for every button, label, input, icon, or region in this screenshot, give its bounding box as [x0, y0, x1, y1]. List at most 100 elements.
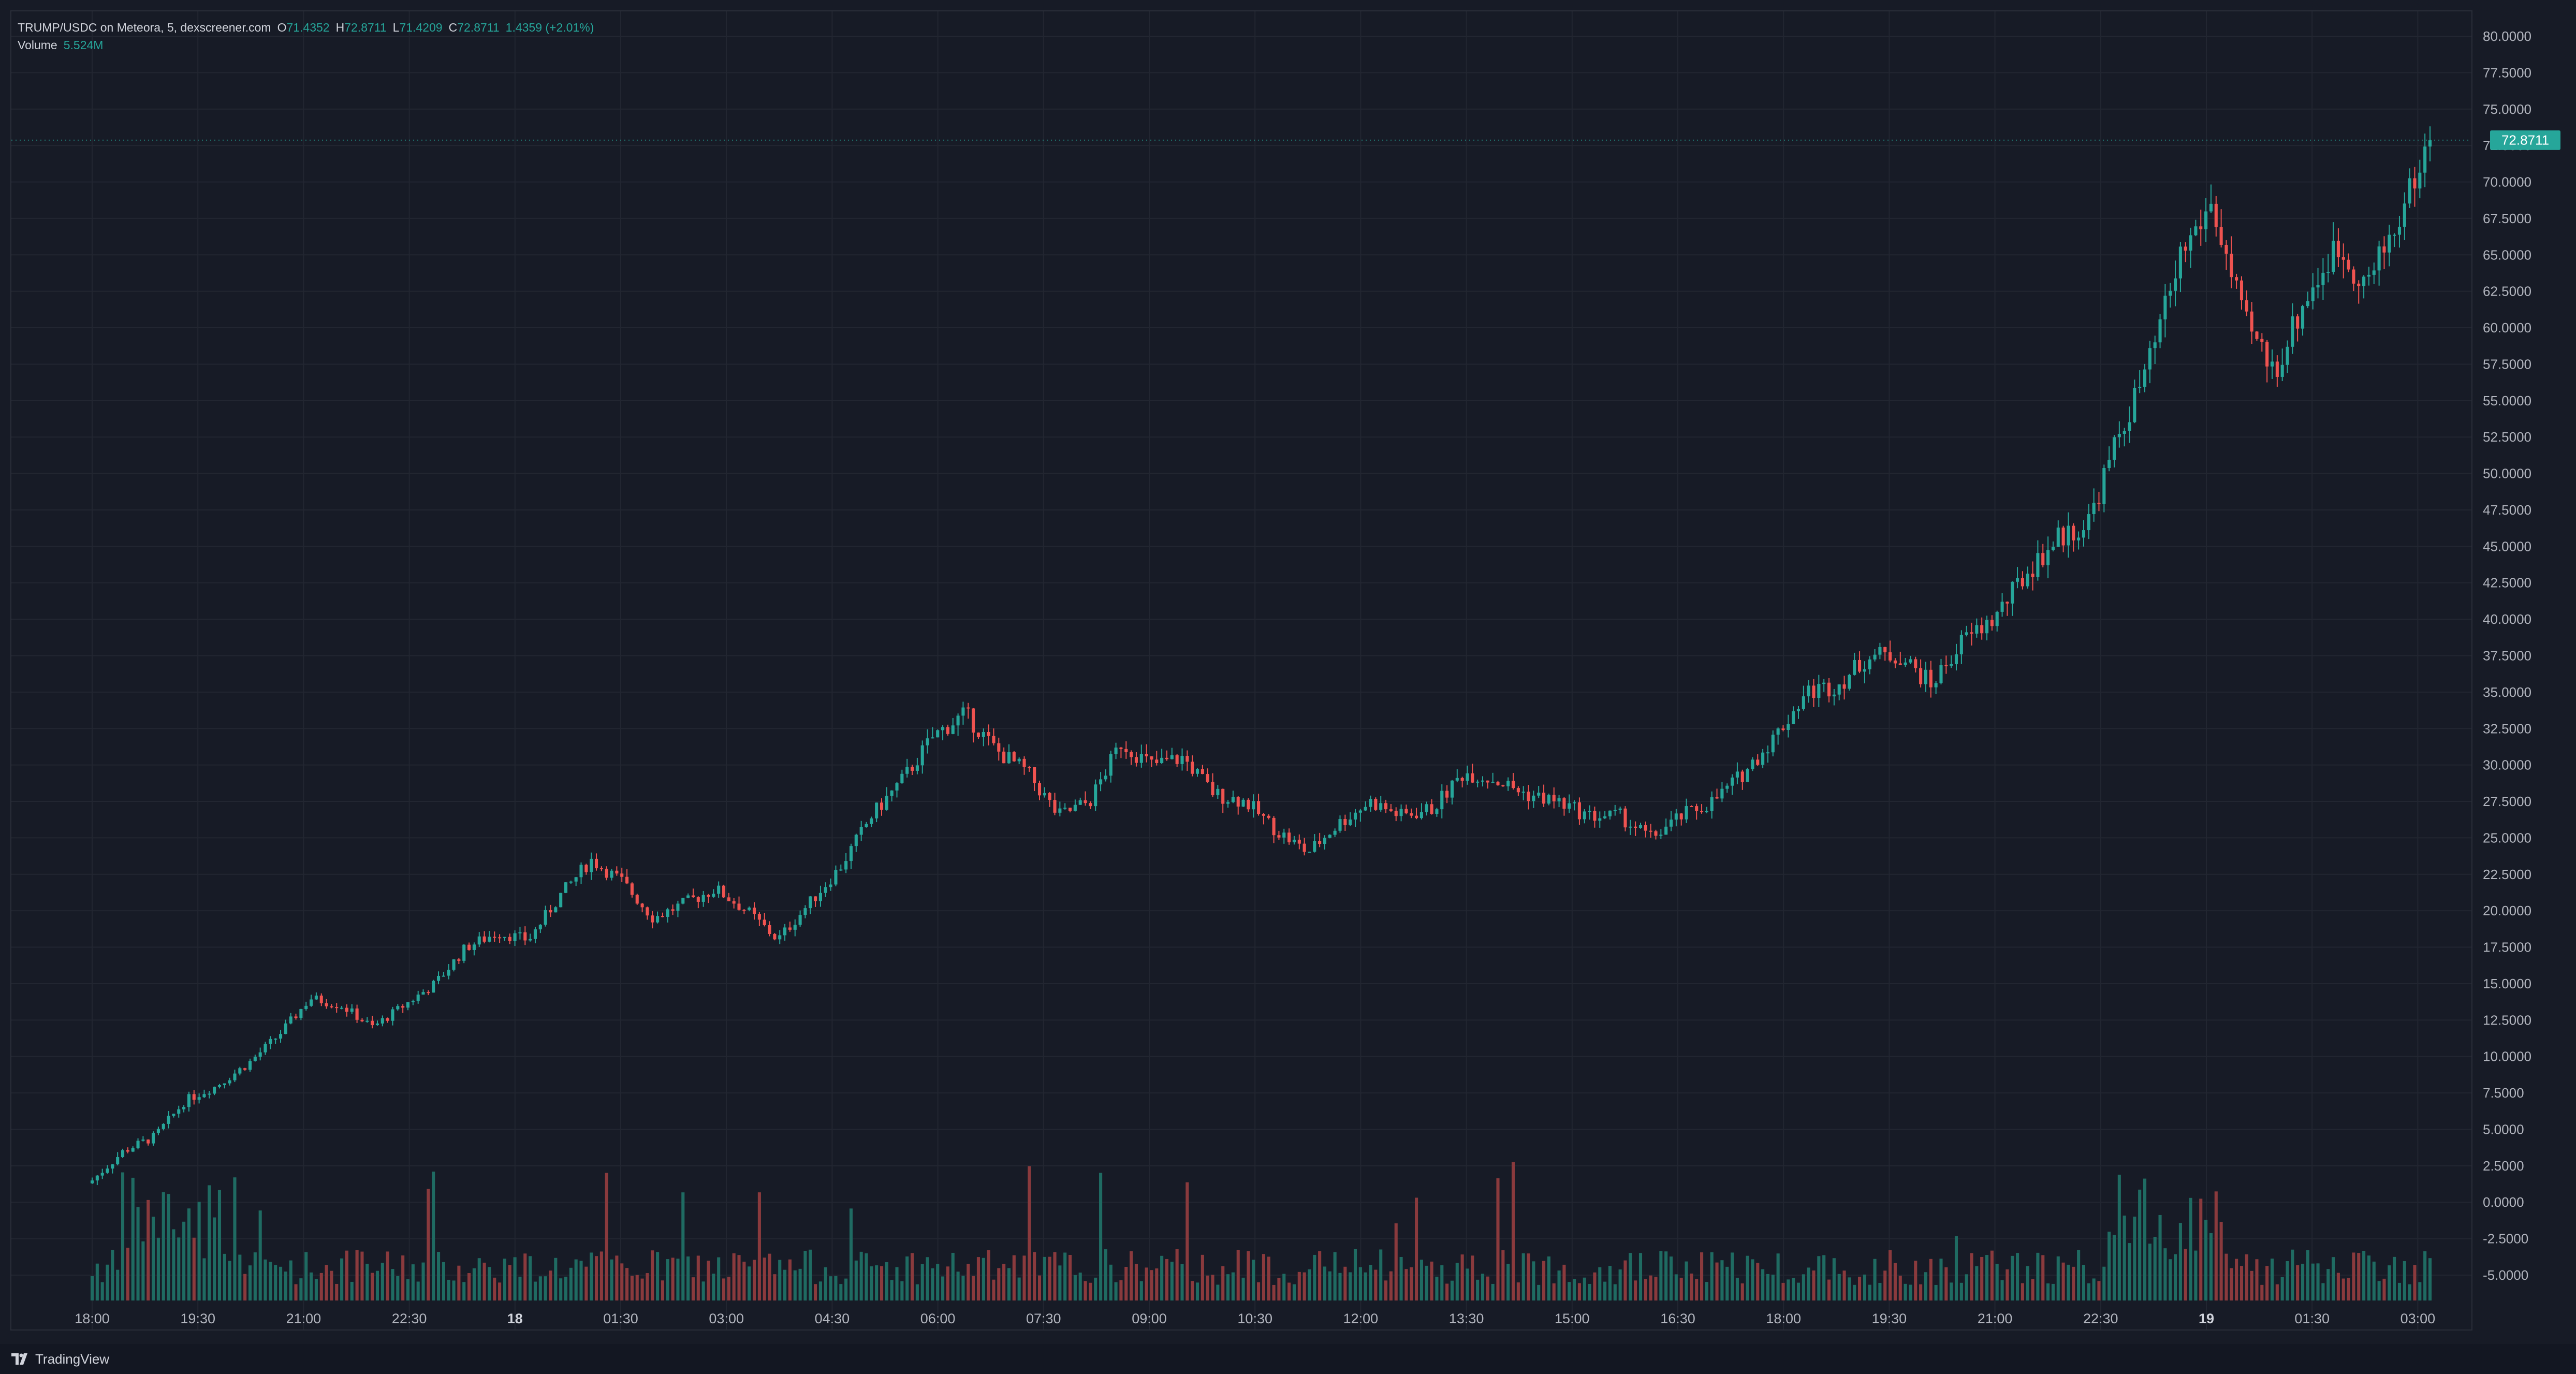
candle-body[interactable] — [671, 909, 675, 911]
candle-body[interactable] — [1674, 813, 1678, 820]
candle-body[interactable] — [2021, 578, 2024, 587]
candle-body[interactable] — [900, 773, 904, 783]
candle-body[interactable] — [1460, 778, 1464, 781]
candle-body[interactable] — [1084, 800, 1087, 803]
candle-body[interactable] — [1954, 654, 1958, 665]
candle-body[interactable] — [1384, 803, 1388, 810]
candle-body[interactable] — [1914, 659, 1918, 668]
candle-body[interactable] — [1649, 830, 1652, 832]
candle-body[interactable] — [2163, 296, 2167, 319]
candle-body[interactable] — [742, 910, 746, 911]
candle-body[interactable] — [1160, 757, 1164, 763]
candle-body[interactable] — [1690, 806, 1693, 808]
candle-body[interactable] — [1909, 659, 1912, 663]
candle-body[interactable] — [2016, 578, 2019, 582]
candle-body[interactable] — [1588, 811, 1591, 812]
candle-body[interactable] — [1277, 835, 1281, 838]
candle-body[interactable] — [2199, 226, 2203, 229]
candle-body[interactable] — [1618, 808, 1622, 810]
candle-body[interactable] — [1985, 620, 1989, 634]
candle-body[interactable] — [1878, 647, 1882, 655]
candle-body[interactable] — [1995, 611, 1999, 626]
candle-body[interactable] — [1302, 843, 1306, 852]
candle-body[interactable] — [2352, 269, 2355, 284]
volume-label[interactable]: Volume — [18, 38, 57, 52]
candle-body[interactable] — [2382, 246, 2386, 253]
candle-body[interactable] — [253, 1057, 257, 1061]
candle-body[interactable] — [2332, 240, 2335, 272]
candle-body[interactable] — [1705, 811, 1708, 812]
candle-body[interactable] — [1435, 809, 1439, 814]
candle-body[interactable] — [748, 908, 751, 910]
candle-body[interactable] — [1573, 802, 1576, 803]
candle-body[interactable] — [264, 1044, 267, 1053]
candle-body[interactable] — [1568, 803, 1571, 809]
candle-body[interactable] — [1638, 825, 1643, 828]
candle-body[interactable] — [116, 1157, 120, 1165]
candle-body[interactable] — [2077, 537, 2081, 540]
candle-body[interactable] — [1257, 801, 1261, 814]
candle-body[interactable] — [2372, 270, 2376, 275]
candle-body[interactable] — [1323, 838, 1327, 844]
candle-body[interactable] — [2112, 437, 2116, 460]
candle-body[interactable] — [1980, 625, 1984, 634]
candle-body[interactable] — [2153, 342, 2157, 348]
candle-body[interactable] — [2128, 422, 2131, 431]
candle-body[interactable] — [1740, 771, 1744, 782]
candle-body[interactable] — [701, 895, 705, 902]
candle-body[interactable] — [1150, 756, 1153, 760]
candle-body[interactable] — [1827, 682, 1831, 697]
candle-body[interactable] — [1919, 668, 1923, 684]
candle-body[interactable] — [936, 730, 940, 738]
candle-body[interactable] — [1369, 799, 1372, 807]
candle-body[interactable] — [1970, 632, 1973, 634]
candle-body[interactable] — [2393, 235, 2396, 236]
candle-body[interactable] — [1577, 802, 1581, 820]
candle-body[interactable] — [1130, 752, 1133, 757]
candle-body[interactable] — [477, 936, 481, 945]
candle-body[interactable] — [2418, 172, 2422, 189]
candle-body[interactable] — [1634, 826, 1637, 828]
candle-body[interactable] — [1282, 832, 1286, 838]
candle-body[interactable] — [646, 907, 649, 916]
candle-body[interactable] — [590, 858, 593, 872]
candle-body[interactable] — [1557, 798, 1561, 801]
candle-body[interactable] — [396, 1006, 400, 1010]
candle-body[interactable] — [1802, 696, 1805, 709]
candle-body[interactable] — [95, 1175, 99, 1181]
candle-body[interactable] — [1063, 808, 1067, 809]
candle-body[interactable] — [1139, 754, 1143, 763]
candle-body[interactable] — [1547, 795, 1550, 804]
candle-body[interactable] — [2148, 348, 2151, 370]
candle-body[interactable] — [727, 897, 730, 901]
candle-body[interactable] — [1608, 810, 1612, 816]
candle-body[interactable] — [2326, 271, 2330, 273]
candle-body[interactable] — [972, 708, 975, 733]
candle-body[interactable] — [599, 868, 603, 870]
candle-body[interactable] — [1781, 728, 1785, 730]
candle-body[interactable] — [375, 1024, 379, 1026]
candle-body[interactable] — [1506, 781, 1510, 786]
candle-body[interactable] — [803, 908, 807, 915]
candle-body[interactable] — [360, 1019, 364, 1021]
candle-body[interactable] — [2301, 306, 2305, 329]
candle-body[interactable] — [223, 1083, 226, 1086]
candle-body[interactable] — [1904, 662, 1907, 665]
candle-body[interactable] — [2367, 274, 2370, 277]
candle-body[interactable] — [421, 992, 425, 995]
candle-body[interactable] — [666, 909, 669, 917]
candle-body[interactable] — [136, 1141, 140, 1148]
candle-body[interactable] — [967, 707, 970, 709]
candle-body[interactable] — [691, 895, 695, 898]
candle-body[interactable] — [2321, 272, 2325, 285]
candle-body[interactable] — [579, 865, 583, 878]
candle-body[interactable] — [111, 1164, 114, 1169]
candle-body[interactable] — [941, 727, 945, 730]
candle-body[interactable] — [152, 1133, 155, 1144]
candle-body[interactable] — [1471, 773, 1474, 783]
candle-body[interactable] — [2240, 280, 2244, 301]
candle-body[interactable] — [615, 870, 619, 874]
candle-body[interactable] — [2158, 319, 2162, 343]
candle-body[interactable] — [732, 901, 736, 904]
candle-body[interactable] — [2143, 369, 2147, 387]
